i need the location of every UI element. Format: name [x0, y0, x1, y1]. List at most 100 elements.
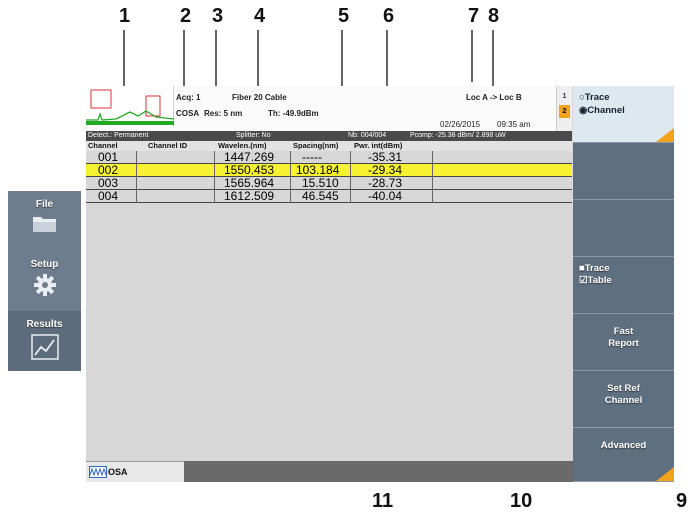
- radio-trace[interactable]: ○Trace: [579, 92, 610, 103]
- checkbox-checked-icon: ☑: [579, 275, 588, 286]
- nav-results-button[interactable]: Results: [8, 311, 90, 371]
- fast-report-label-2: Report: [608, 338, 639, 349]
- callout-3: 3: [212, 5, 224, 27]
- set-ref-channel-button[interactable]: Set Ref Channel: [573, 371, 674, 428]
- status-bar: Detect.: Permanent Splitter: No Nb: 004/…: [86, 131, 572, 141]
- nav-setup-button[interactable]: Setup: [8, 251, 81, 311]
- callout-2: 2: [180, 5, 192, 27]
- col-power-header: Pwr. int(dBm): [354, 141, 403, 150]
- cell-spacing: -----: [302, 150, 322, 164]
- trace-tab-2[interactable]: 2: [559, 105, 570, 118]
- radio-trace-label: Trace: [584, 92, 610, 103]
- blank-softkey-2[interactable]: [573, 200, 674, 257]
- callout-7: 7: [468, 5, 480, 27]
- cell-spacing: 103.184: [296, 163, 340, 177]
- chart-icon: [30, 334, 59, 360]
- cell-power: -29.34: [368, 163, 403, 177]
- col-channel-header: Channel: [88, 141, 118, 150]
- folder-icon: [32, 217, 56, 232]
- col-spacing-header: Spacing(nm): [293, 141, 339, 150]
- cell-spacing: 46.545: [302, 189, 339, 203]
- fiber-label: Fiber 20 Cable: [232, 93, 287, 102]
- date-label: 02/26/2015: [440, 120, 481, 129]
- osa-tab[interactable]: OSA: [86, 461, 184, 482]
- set-ref-label-2: Channel: [604, 395, 643, 406]
- column-divider: [214, 151, 215, 203]
- cell-power: -28.73: [368, 176, 403, 190]
- callout-8: 8: [488, 5, 500, 27]
- cell-power: -35.31: [368, 150, 403, 164]
- threshold-label: Th: -49.9dBm: [268, 109, 319, 118]
- osa-wave-icon: [89, 466, 107, 478]
- detect-status: Detect.: Permanent: [88, 132, 149, 139]
- cell-channel: 004: [98, 189, 119, 203]
- check-trace[interactable]: ■Trace: [579, 263, 610, 274]
- gear-icon: [33, 274, 56, 296]
- channel-table: Channel Channel ID Wavelen.(nm) Spacing(…: [86, 141, 572, 461]
- trace-tab-1[interactable]: 1: [562, 93, 567, 100]
- radio-unchecked-icon: ○: [579, 92, 585, 103]
- cell-power: -40.04: [368, 189, 403, 203]
- next-page-corner[interactable]: [656, 467, 674, 481]
- function-tab-bar: OSA: [86, 461, 674, 482]
- cosa-label: COSA: [176, 109, 200, 118]
- column-divider: [136, 151, 137, 203]
- blank-softkey-1[interactable]: [573, 143, 674, 200]
- col-wavelength-header: Wavelen.(nm): [218, 141, 267, 150]
- radio-channel-label: Channel: [587, 105, 625, 116]
- callout-6: 6: [383, 5, 395, 27]
- nav-file-label: File: [35, 199, 54, 210]
- cell-wavelength: 1565.964: [224, 176, 275, 190]
- set-ref-label-1: Set Ref: [607, 383, 640, 394]
- column-divider: [290, 151, 291, 203]
- check-trace-label: Trace: [584, 263, 610, 274]
- table-header: Channel Channel ID Wavelen.(nm) Spacing(…: [86, 141, 572, 151]
- table-row[interactable]: 004 1612.509 46.545 -40.04: [86, 190, 572, 203]
- cell-channel: 001: [98, 150, 119, 164]
- cell-wavelength: 1612.509: [224, 189, 275, 203]
- nav-results-label: Results: [26, 319, 63, 330]
- callout-4: 4: [254, 5, 266, 27]
- splitter-status: Splitter: No: [236, 132, 271, 139]
- resolution-label: Res: 5 nm: [204, 109, 243, 118]
- radio-channel[interactable]: ◉Channel: [579, 105, 625, 116]
- check-table-label: Table: [587, 275, 612, 286]
- advanced-button[interactable]: Advanced: [573, 428, 674, 482]
- location-label: Loc A -> Loc B: [466, 93, 522, 102]
- active-nav-pointer: [81, 333, 90, 351]
- table-row-selected[interactable]: 002 1550.453 103.184 -29.34: [86, 164, 572, 177]
- softkey-corner-accent: [656, 128, 674, 142]
- display-softkey[interactable]: ■Trace ☑Table: [573, 257, 674, 314]
- trace-thumbnail-graph: [86, 89, 175, 125]
- channel-count-status: Nb: 004/004: [348, 132, 387, 139]
- time-label: 09:35 am: [497, 120, 531, 129]
- pcomp-status: Pcomp: -25.38 dBm/ 2.898 uW: [410, 132, 506, 139]
- advanced-label: Advanced: [600, 440, 647, 451]
- view-mode-softkey[interactable]: ○Trace ◉Channel: [573, 86, 674, 143]
- trace-thumbnail[interactable]: [86, 86, 175, 126]
- osa-tab-label: OSA: [108, 467, 128, 477]
- column-divider: [432, 151, 433, 203]
- acq-label: Acq: 1: [176, 93, 201, 102]
- callout-5: 5: [338, 5, 350, 27]
- table-row[interactable]: 001 1447.269 ----- -35.31: [86, 151, 572, 164]
- callout-11: 11: [372, 490, 394, 512]
- trace-header: Acq: 1 Fiber 20 Cable COSA Res: 5 nm Th:…: [86, 86, 556, 131]
- cell-spacing: 15.510: [302, 176, 339, 190]
- nav-file-button[interactable]: File: [8, 191, 81, 251]
- check-table[interactable]: ☑Table: [579, 275, 612, 286]
- cell-wavelength: 1550.453: [224, 163, 275, 177]
- fast-report-button[interactable]: Fast Report: [573, 314, 674, 371]
- trace-tab-column: 1 2: [556, 86, 572, 131]
- callout-1: 1: [119, 5, 131, 27]
- col-channel-id-header: Channel ID: [148, 141, 188, 150]
- column-divider: [350, 151, 351, 203]
- table-row[interactable]: 003 1565.964 15.510 -28.73: [86, 177, 572, 190]
- cell-channel: 002: [98, 163, 119, 177]
- left-navigation: File Setup Results: [8, 191, 90, 371]
- checkbox-unchecked-icon: ■: [579, 263, 585, 274]
- fast-report-label-1: Fast: [613, 326, 634, 337]
- nav-setup-label: Setup: [30, 259, 59, 270]
- softkey-panel: ○Trace ◉Channel ■Trace ☑Table Fast Repor…: [573, 86, 674, 482]
- callout-9: 9: [676, 490, 688, 512]
